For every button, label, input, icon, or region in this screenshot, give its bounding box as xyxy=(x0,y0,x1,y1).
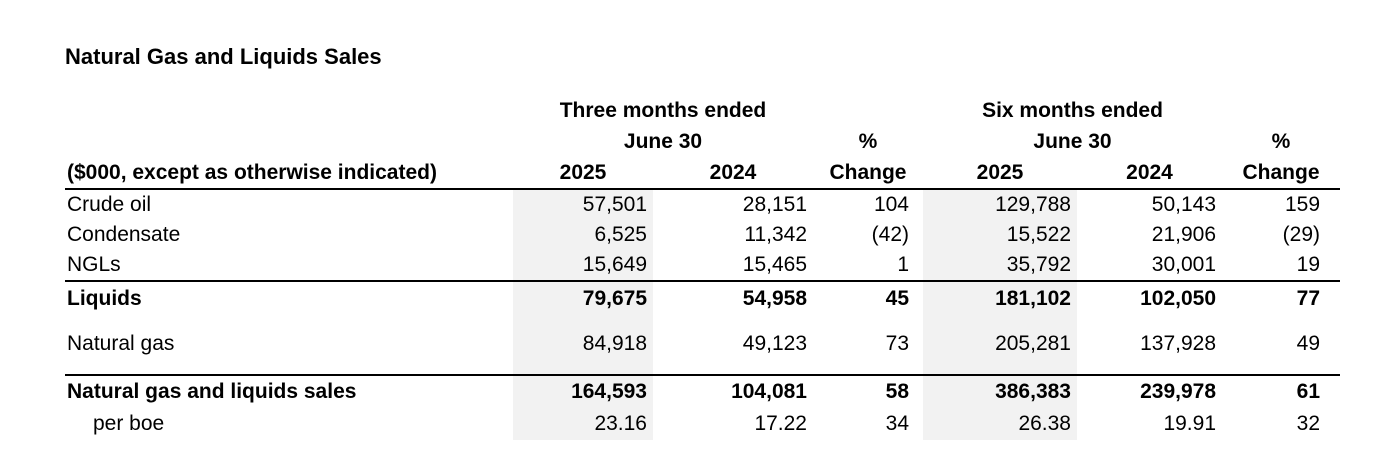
value-cell: 205,281 xyxy=(923,329,1077,359)
value-cell: 49 xyxy=(1296,332,1321,355)
row-label: Natural gas and liquids sales xyxy=(65,374,513,408)
period2-date-header: June 30 xyxy=(1033,130,1112,153)
empty-cell xyxy=(65,359,513,375)
value-cell: 79,675 xyxy=(513,281,653,315)
table-date-header-row: June 30 % June 30 % xyxy=(65,126,1340,158)
value-cell: 11,342 xyxy=(744,223,807,246)
value-cell: 104 xyxy=(873,193,909,216)
value-cell: 34 xyxy=(885,412,909,435)
empty-cell xyxy=(1077,359,1222,375)
value-cell: 21,906 xyxy=(1151,223,1217,246)
value-cell: 15,465 xyxy=(653,250,813,282)
empty-cell xyxy=(513,359,653,375)
value-cell: 15,649 xyxy=(513,250,653,282)
empty-cell xyxy=(653,315,813,329)
col-header-6m-2025: 2025 xyxy=(923,158,1077,190)
table-column-header-row: ($000, except as otherwise indicated) 20… xyxy=(65,158,1341,190)
value-cell: 61 xyxy=(1222,374,1341,408)
empty-cell xyxy=(813,315,923,329)
value-cell: 28,151 xyxy=(742,193,807,216)
unit-note-header: ($000, except as otherwise indicated) xyxy=(65,158,513,190)
row-label: Liquids xyxy=(67,286,142,310)
value-cell: 73 xyxy=(885,332,909,355)
table-period-header-row: Three months ended Six months ended xyxy=(65,96,1340,126)
col-header-3m-2024: 2024 xyxy=(653,158,813,190)
empty-cell xyxy=(1222,315,1340,329)
table-row-liquids-subtotal: Liquids 79,675 54,958 45 181,102 102,050… xyxy=(65,281,1340,315)
value-cell: 26.38 xyxy=(923,408,1077,440)
value-cell: 77 xyxy=(1296,286,1321,310)
empty-cell xyxy=(1222,359,1340,375)
period-three-months-header: Three months ended xyxy=(559,99,767,122)
col-header-3m-2025: 2025 xyxy=(513,158,653,190)
value-cell: 57,501 xyxy=(513,189,653,220)
empty-cell xyxy=(923,359,1077,375)
table-row-natural-gas: Natural gas 84,918 49,123 73 205,281 137… xyxy=(65,329,1340,359)
period-six-months-header: Six months ended xyxy=(982,99,1163,122)
col-header-3m-change: Change xyxy=(813,158,923,190)
value-cell: 239,978 xyxy=(1077,374,1223,408)
value-cell: 58 xyxy=(813,374,923,408)
value-cell: 137,928 xyxy=(1140,332,1217,355)
value-cell: 32 xyxy=(1296,412,1321,435)
value-cell: 49,123 xyxy=(742,332,807,355)
col-header-6m-change: Change xyxy=(1222,158,1341,190)
value-cell: 19 xyxy=(1222,250,1341,282)
row-label: Natural gas xyxy=(67,332,175,355)
value-cell: 1 xyxy=(813,250,923,282)
value-cell: 15,522 xyxy=(923,220,1077,250)
empty-cell xyxy=(1077,315,1222,329)
period2-percent-sign: % xyxy=(1271,130,1291,153)
value-cell: 102,050 xyxy=(1140,286,1217,310)
value-cell: 19.91 xyxy=(1163,412,1217,435)
table-row-per-boe: per boe 23.16 17.22 34 26.38 19.91 32 xyxy=(65,408,1340,440)
empty-cell xyxy=(923,315,1077,329)
value-cell: (42) xyxy=(871,223,909,246)
spacer-row xyxy=(65,359,1340,375)
table-row-ngls: NGLs 15,649 15,465 1 35,792 30,001 19 xyxy=(65,250,1341,282)
value-cell: 104,081 xyxy=(653,374,813,408)
row-label: per boe xyxy=(93,412,165,435)
empty-cell xyxy=(513,315,653,329)
row-label: Condensate xyxy=(67,223,181,246)
value-cell: 129,788 xyxy=(923,189,1077,220)
value-cell: 181,102 xyxy=(923,281,1077,315)
empty-cell xyxy=(813,96,923,126)
value-cell: 6,525 xyxy=(513,220,653,250)
empty-cell xyxy=(65,126,513,158)
page-title: Natural Gas and Liquids Sales xyxy=(65,44,382,69)
empty-cell xyxy=(653,359,813,375)
value-cell: 164,593 xyxy=(513,374,653,408)
table-row-total-sales: Natural gas and liquids sales 164,593 10… xyxy=(65,374,1341,408)
natural-gas-liquids-sales-table: Three months ended Six months ended June… xyxy=(65,96,1341,440)
row-label: Crude oil xyxy=(67,193,152,216)
row-label: NGLs xyxy=(65,250,513,282)
value-cell: 35,792 xyxy=(923,250,1077,282)
value-cell: 84,918 xyxy=(513,329,653,359)
value-cell: 386,383 xyxy=(923,374,1077,408)
value-cell: 17.22 xyxy=(754,412,807,435)
table-row-crude-oil: Crude oil 57,501 28,151 104 129,788 50,1… xyxy=(65,189,1340,220)
value-cell: 45 xyxy=(885,286,909,310)
value-cell: 159 xyxy=(1284,193,1321,216)
empty-cell xyxy=(65,315,513,329)
col-header-6m-2024: 2024 xyxy=(1077,158,1223,190)
value-cell: (29) xyxy=(1282,223,1321,246)
empty-cell xyxy=(1222,96,1340,126)
empty-cell xyxy=(65,96,513,126)
period1-percent-sign: % xyxy=(858,130,878,153)
value-cell: 54,958 xyxy=(742,286,807,310)
spacer-row xyxy=(65,315,1340,329)
period1-date-header: June 30 xyxy=(623,130,703,153)
value-cell: 50,143 xyxy=(1151,193,1217,216)
empty-cell xyxy=(813,359,923,375)
table-row-condensate: Condensate 6,525 11,342 (42) 15,522 21,9… xyxy=(65,220,1340,250)
value-cell: 30,001 xyxy=(1077,250,1223,282)
value-cell: 23.16 xyxy=(513,408,653,440)
